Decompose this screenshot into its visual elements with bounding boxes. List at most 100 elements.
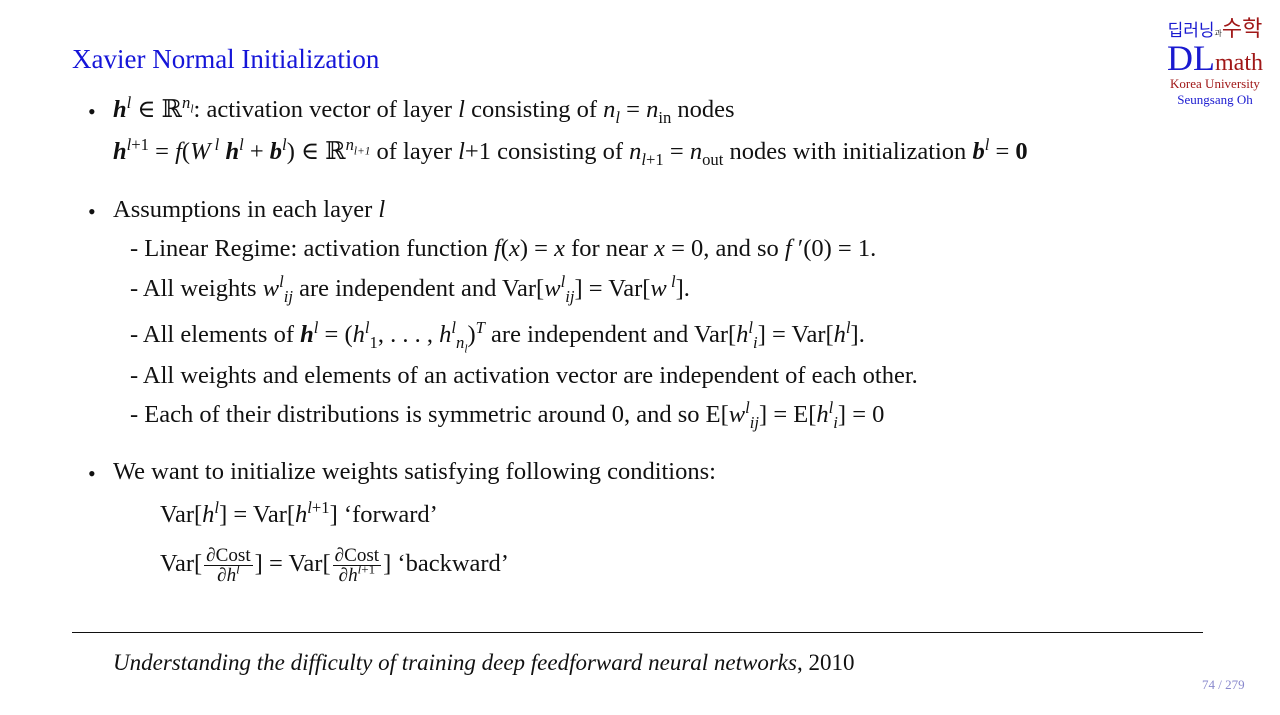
logo-math: math	[1215, 50, 1263, 76]
math-fragment: l	[615, 108, 620, 127]
logo-dl: DL	[1167, 38, 1215, 78]
math-fragment: w	[650, 275, 667, 302]
assumption-linear-regime: - Linear Regime: activation function f(x…	[130, 235, 877, 262]
math-fragment: i	[753, 332, 758, 352]
math-fragment: l	[239, 135, 244, 154]
math-fragment: ij	[283, 286, 293, 306]
assumption-weights: - All weights wlij are independent and V…	[130, 271, 690, 306]
math-fragment: l	[829, 398, 834, 417]
math-fragment: x	[508, 235, 520, 262]
math-fragment: x	[654, 235, 665, 262]
assumptions-heading: Assumptions in each layer l	[113, 196, 386, 223]
math-fragment: nl+1	[345, 134, 371, 158]
math-fragment: l	[748, 318, 753, 337]
math-fragment: ∂hl	[217, 561, 240, 587]
bullet: •	[88, 99, 96, 124]
math-fragment: h	[833, 321, 846, 348]
math-fragment: l	[667, 272, 676, 291]
conditions-heading: We want to initialize weights satisfying…	[113, 458, 716, 485]
math-fragment: h	[439, 321, 452, 348]
math-fragment: x	[554, 235, 565, 262]
math-fragment: n	[689, 138, 703, 165]
math-fragment: f	[493, 235, 501, 262]
math-fragment: l	[615, 107, 620, 127]
definition-line-1: hl ∈ ℝnl: activation vector of layer l c…	[113, 92, 735, 127]
logo-author: Seungsang Oh	[1177, 92, 1253, 107]
math-fragment: h	[226, 565, 237, 587]
math-fragment: l	[745, 397, 750, 417]
math-fragment: l	[451, 317, 456, 337]
page-number[interactable]: 74 / 279	[1202, 677, 1245, 692]
math-fragment: b	[269, 138, 283, 165]
math-fragment: l	[364, 317, 370, 337]
math-fragment: l	[214, 497, 220, 517]
dlmath-logo: 딥러닝과수학 DLmath Korea University Seungsang…	[1160, 16, 1270, 107]
math-fragment: l	[236, 562, 240, 577]
math-fragment: l	[828, 397, 834, 417]
math-fragment: h	[348, 565, 358, 587]
math-fragment: l	[126, 92, 132, 112]
math-fragment: h	[816, 401, 829, 428]
citation-title: Understanding the difficulty of training…	[113, 650, 797, 675]
bullet: •	[88, 461, 96, 486]
math-fragment: l	[313, 317, 319, 337]
math-fragment: l	[127, 93, 132, 112]
math-fragment: l	[846, 318, 851, 337]
math-fragment: h	[113, 96, 127, 123]
math-fragment: f	[784, 235, 792, 262]
math-fragment: out	[702, 149, 724, 169]
math-fragment: i	[833, 412, 838, 432]
math-fragment: T	[475, 317, 485, 337]
math-fragment: i	[833, 413, 838, 432]
math-fragment: l	[365, 318, 370, 337]
math-fragment: h	[113, 138, 127, 165]
math-fragment: l	[641, 149, 647, 169]
math-fragment: l	[214, 134, 220, 154]
math-fragment: nl+1	[345, 134, 371, 158]
math-fragment: ij	[284, 287, 293, 306]
citation-year: , 2010	[796, 650, 855, 675]
math-fragment: l	[282, 134, 287, 154]
math-fragment: h	[300, 321, 314, 348]
math-fragment: l	[458, 96, 465, 123]
math-fragment: w	[262, 275, 280, 302]
math-fragment: l	[670, 271, 676, 291]
math-fragment: W	[190, 138, 211, 165]
math-fragment: l	[748, 317, 754, 337]
citation: Understanding the difficulty of training…	[113, 650, 854, 676]
math-fragment: n	[629, 138, 642, 165]
math-fragment: l	[560, 271, 566, 291]
logo-korean-right: 수학	[1221, 16, 1263, 41]
math-fragment: l	[126, 134, 132, 154]
math-fragment: f	[175, 138, 182, 165]
math-fragment: l+1	[126, 134, 150, 154]
math-fragment: ∂Cost ∂hl	[204, 546, 253, 585]
math-fragment: b	[972, 138, 985, 165]
math-fragment: l	[357, 561, 362, 577]
math-fragment: ∂hl+1	[338, 561, 376, 587]
bullet: •	[88, 199, 96, 224]
math-fragment: ∂Cost ∂hl+1	[332, 545, 382, 587]
math-fragment: in	[658, 107, 672, 127]
math-fragment: l	[464, 343, 468, 356]
math-fragment: l	[984, 134, 990, 154]
math-fragment: h	[202, 501, 215, 528]
math-fragment: l	[279, 272, 284, 291]
logo-university: Korea University	[1170, 76, 1260, 91]
math-fragment: nl	[455, 332, 468, 356]
math-fragment: n	[646, 96, 659, 123]
math-fragment: w	[544, 275, 561, 302]
math-fragment: l	[236, 561, 240, 577]
math-fragment: ∂Cost	[332, 545, 382, 567]
assumption-symmetric: - Each of their distributions is symmetr…	[130, 397, 885, 432]
math-fragment: h	[225, 138, 240, 165]
math-fragment: l	[458, 138, 465, 165]
math-fragment: l	[451, 318, 456, 337]
slide-title: Xavier Normal Initialization	[72, 44, 380, 74]
math-fragment: ij	[565, 287, 574, 306]
math-fragment: 0	[1015, 138, 1028, 165]
math-fragment: l	[745, 398, 750, 417]
math-fragment: 1	[369, 332, 378, 352]
math-fragment: l	[985, 135, 990, 154]
